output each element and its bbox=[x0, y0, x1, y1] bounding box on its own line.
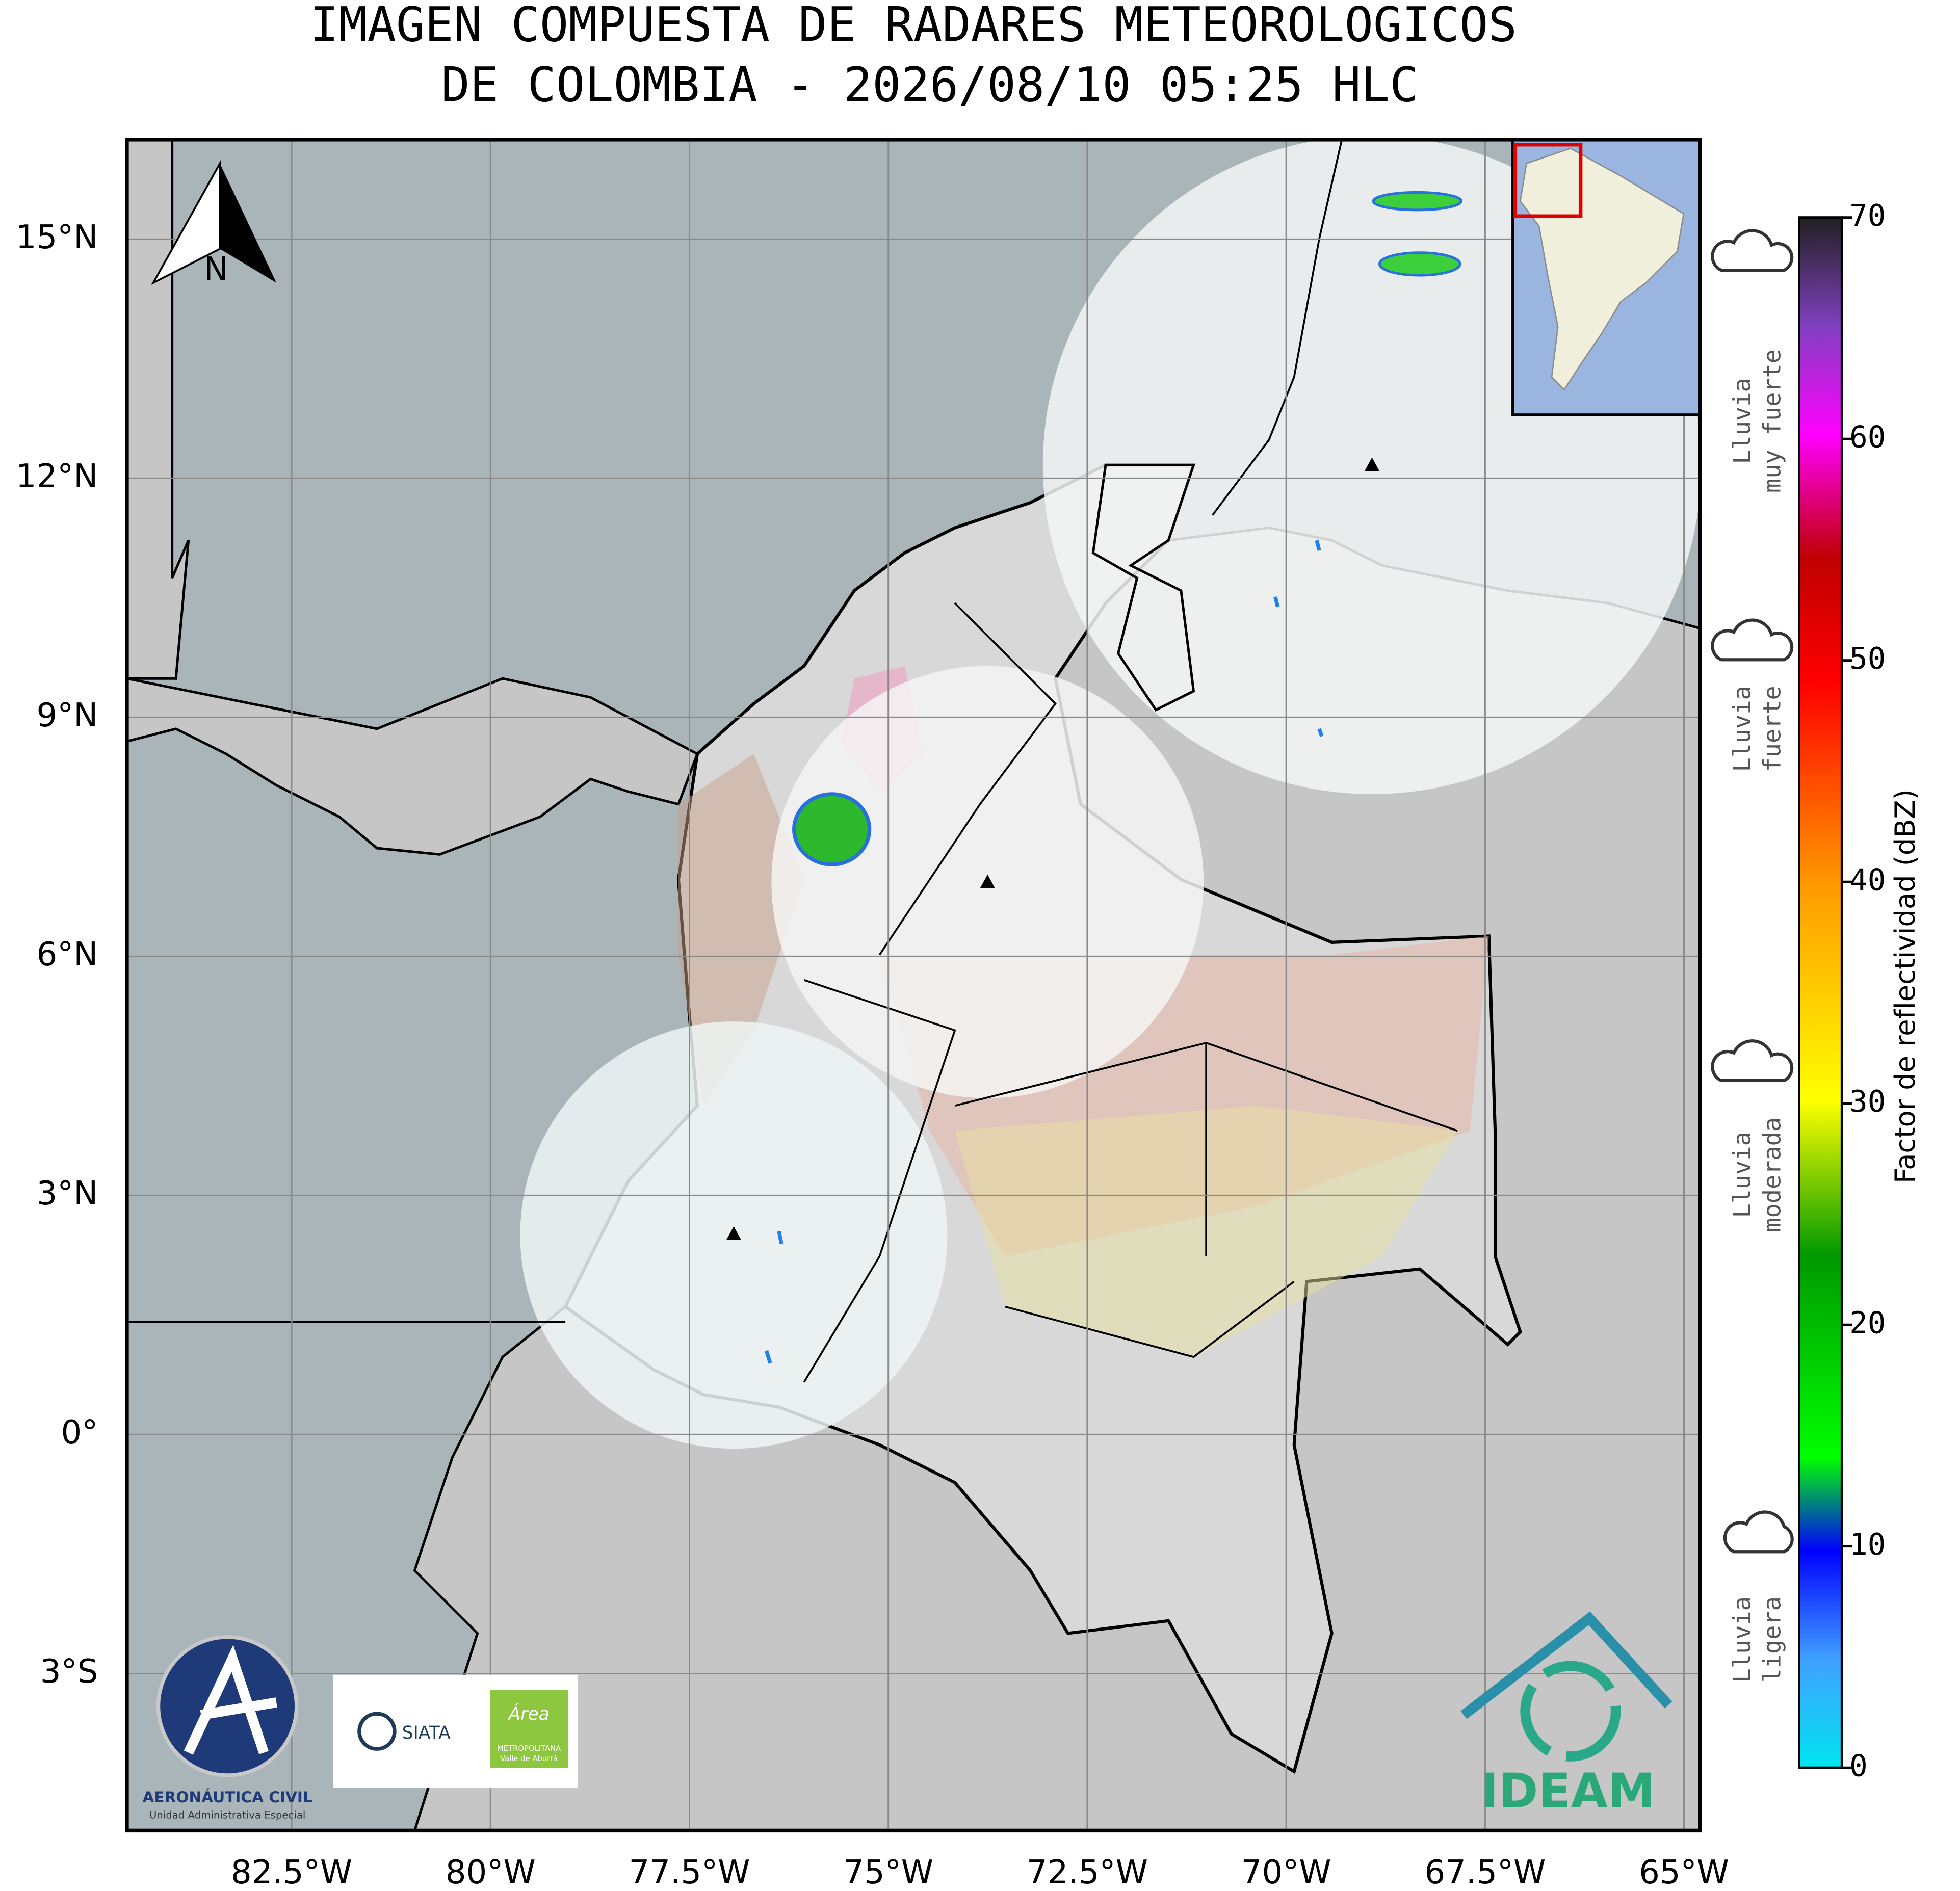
x-tick-label: 65°W bbox=[1639, 1854, 1729, 1891]
y-tick-label: 3°S bbox=[40, 1653, 98, 1691]
border bbox=[803, 139, 1458, 1383]
rain-icon bbox=[1711, 618, 1794, 662]
inset-extent bbox=[1513, 143, 1583, 218]
echo bbox=[1378, 251, 1461, 277]
title-line: IMAGEN COMPUESTA DE RADARES METEOROLOGIC… bbox=[310, 0, 1517, 52]
colorbar-tick-label: 70 bbox=[1849, 198, 1886, 233]
colorbar-tick-label: 10 bbox=[1849, 1527, 1886, 1562]
rain-icon bbox=[1711, 1039, 1794, 1083]
land-panama bbox=[126, 677, 699, 856]
land-central-america-north bbox=[126, 139, 190, 680]
map-axes: 82.5°W 80°W 77.5°W 75°W 72.5°W 70°W 67.5°W 65°W… bbox=[16, 219, 1729, 1891]
legend-label: Lluvia bbox=[1729, 686, 1757, 772]
legend-label: muy fuerte bbox=[1759, 349, 1787, 493]
colorbar-label: Factor de reflectividad (dBZ) bbox=[1889, 789, 1921, 1184]
y-tick-label: 6°N bbox=[37, 936, 98, 974]
colorbar-tick-label: 50 bbox=[1849, 641, 1886, 676]
map-area: N AERONÁUTICA CIVIL Unidad Administrativ… bbox=[126, 139, 1700, 1831]
area-logo bbox=[490, 1690, 568, 1768]
rain-icon bbox=[1711, 229, 1794, 272]
logo-text: Valle de Aburrá bbox=[500, 1754, 558, 1763]
legend-label: fuerte bbox=[1759, 686, 1787, 772]
colorbar-ticks: 0 10 20 30 40 50 60 70 bbox=[1842, 198, 1886, 1783]
logo-text: Área bbox=[508, 1703, 550, 1724]
colorbar-tick-label: 40 bbox=[1849, 862, 1886, 897]
logo-text: Unidad Administrativa Especial bbox=[149, 1809, 306, 1821]
siata-logo bbox=[357, 1712, 397, 1751]
echo bbox=[764, 540, 1324, 1364]
x-tick-label: 72.5°W bbox=[1027, 1854, 1148, 1891]
x-tick-label: 70°W bbox=[1241, 1854, 1331, 1891]
ideam-logo bbox=[1520, 1661, 1621, 1762]
echo bbox=[792, 792, 872, 866]
rain-icon bbox=[1723, 1510, 1794, 1554]
logo-text: SIATA bbox=[402, 1723, 451, 1743]
legend-label: Lluvia bbox=[1729, 1596, 1757, 1683]
legend-label: ligera bbox=[1759, 1596, 1787, 1683]
legend-label: Lluvia bbox=[1729, 378, 1757, 464]
x-tick-label: 80°W bbox=[446, 1854, 536, 1891]
x-tick-label: 67.5°W bbox=[1424, 1854, 1546, 1891]
title-line: DE COLOMBIA - 2026/08/10 05:25 HLC bbox=[441, 58, 1418, 113]
x-tick-label: 77.5°W bbox=[629, 1854, 750, 1891]
legend-label: moderada bbox=[1759, 1117, 1787, 1232]
north-arrow bbox=[151, 160, 221, 285]
y-tick-label: 15°N bbox=[16, 219, 98, 256]
y-tick-label: 9°N bbox=[37, 697, 98, 734]
echo bbox=[1372, 191, 1462, 212]
logo-text: IDEAM bbox=[1481, 1764, 1655, 1819]
inset-land bbox=[1520, 147, 1685, 391]
coastline bbox=[1091, 463, 1195, 712]
terrain-shade bbox=[678, 754, 804, 1106]
y-tick-label: 12°N bbox=[16, 458, 98, 495]
rain-icons bbox=[1711, 229, 1794, 1554]
aerocivil-logo bbox=[184, 1645, 277, 1755]
colorbar bbox=[1798, 216, 1843, 1769]
colorbar-tick-label: 60 bbox=[1849, 419, 1886, 454]
north-label: N bbox=[204, 251, 228, 288]
colorbar-tick-label: 20 bbox=[1849, 1305, 1886, 1340]
x-tick-label: 75°W bbox=[843, 1854, 933, 1891]
logo-text: AERONÁUTICA CIVIL bbox=[143, 1788, 312, 1806]
colorbar-tick-label: 30 bbox=[1849, 1084, 1886, 1119]
map-frame bbox=[125, 138, 1702, 1833]
colorbar-tick-label: 0 bbox=[1849, 1748, 1868, 1783]
logo-text: METROPOLITANA bbox=[497, 1744, 561, 1753]
x-tick-label: 82.5°W bbox=[231, 1854, 352, 1891]
graticule bbox=[126, 139, 1700, 1831]
y-tick-label: 3°N bbox=[37, 1175, 98, 1213]
ideam-logo bbox=[1460, 1611, 1672, 1719]
y-tick-label: 0° bbox=[61, 1414, 98, 1452]
legend-label: Lluvia bbox=[1729, 1132, 1757, 1218]
